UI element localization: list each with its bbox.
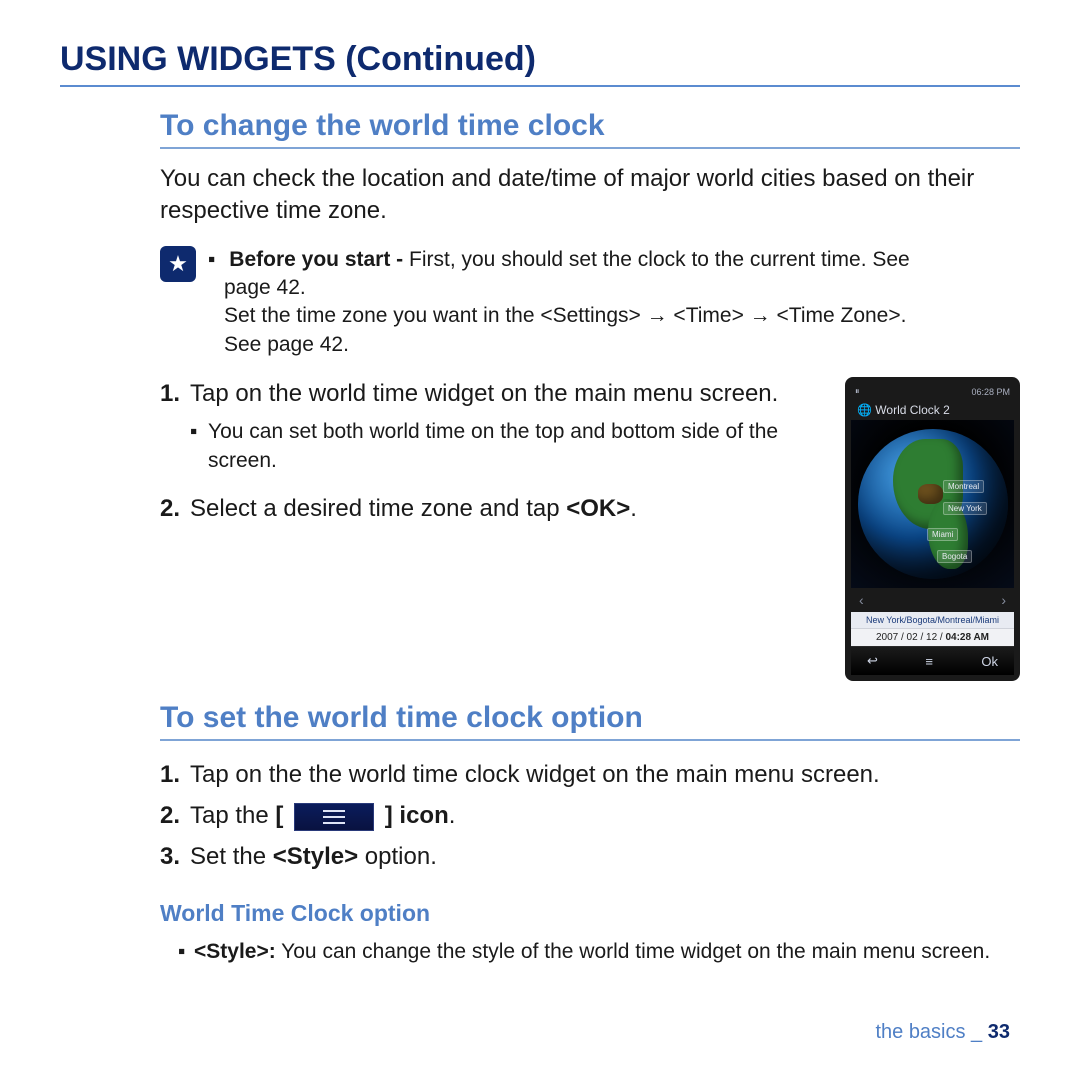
step1-text: Tap on the world time widget on the main… <box>190 380 778 407</box>
note-line1: Before you start - First, you should set… <box>208 248 910 271</box>
s2-step2: 2. Tap the [ ] icon. <box>160 796 1020 837</box>
page-footer: the basics _ 33 <box>875 1021 1010 1044</box>
note-tz-text: Set the time zone you want in the <Setti… <box>208 302 910 330</box>
menu-icon <box>294 803 374 831</box>
device-datetime: 2007 / 02 / 12 / 04:28 AM <box>851 628 1014 646</box>
pause-icon: ⏸ <box>855 386 860 397</box>
s2-step3: 3. Set the <Style> option. <box>160 837 1020 878</box>
section1-title: To change the world time clock <box>160 109 1020 149</box>
step2-suffix: . <box>630 495 637 522</box>
step1: 1. Tap on the world time widget on the m… <box>160 377 827 475</box>
step2-num: 2. <box>160 492 180 526</box>
note-block: ★ Before you start - First, you should s… <box>160 246 1020 359</box>
city-label: Miami <box>927 528 958 541</box>
step2: 2. Select a desired time zone and tap <O… <box>160 492 827 526</box>
s2-step1: 1. Tap on the the world time clock widge… <box>160 755 1020 796</box>
section2-title: To set the world time clock option <box>160 701 1020 741</box>
section1-intro: You can check the location and date/time… <box>160 163 1020 228</box>
status-time: 06:28 PM <box>971 387 1010 397</box>
step2-bold: <OK> <box>566 495 630 522</box>
option-desc: <Style>: You can change the style of the… <box>178 937 1020 966</box>
device-title: World Clock 2 <box>875 403 949 417</box>
city-label: Bogota <box>937 550 972 563</box>
note-before-page: page 42. <box>208 274 910 302</box>
star-icon: ★ <box>160 246 196 282</box>
device-mockup: ⏸ 06:28 PM 🌐 World Clock 2 Montreal New … <box>845 377 1020 681</box>
nav-right-icon[interactable]: › <box>1001 592 1006 608</box>
soft-ok-button[interactable]: Ok <box>981 654 998 669</box>
device-infobar: New York/Bogota/Montreal/Miami <box>851 612 1014 628</box>
city-label: New York <box>943 502 987 515</box>
note-before-label: Before you start - <box>229 248 403 271</box>
step1-sub: You can set both world time on the top a… <box>190 417 827 476</box>
nav-left-icon[interactable]: ‹ <box>859 592 864 608</box>
city-label: Montreal <box>943 480 984 493</box>
option-subhead: World Time Clock option <box>160 900 1020 927</box>
page-title: USING WIDGETS (Continued) <box>60 40 1020 87</box>
step1-num: 1. <box>160 377 180 411</box>
globe-icon: 🌐 <box>857 403 872 417</box>
note-tz-page: See page 42. <box>208 331 910 359</box>
note-before-text: First, you should set the clock to the c… <box>403 248 910 271</box>
soft-back-icon[interactable]: ↩ <box>867 653 878 669</box>
soft-menu-icon[interactable]: ≡ <box>925 654 934 669</box>
step2-prefix: Select a desired time zone and tap <box>190 495 566 522</box>
